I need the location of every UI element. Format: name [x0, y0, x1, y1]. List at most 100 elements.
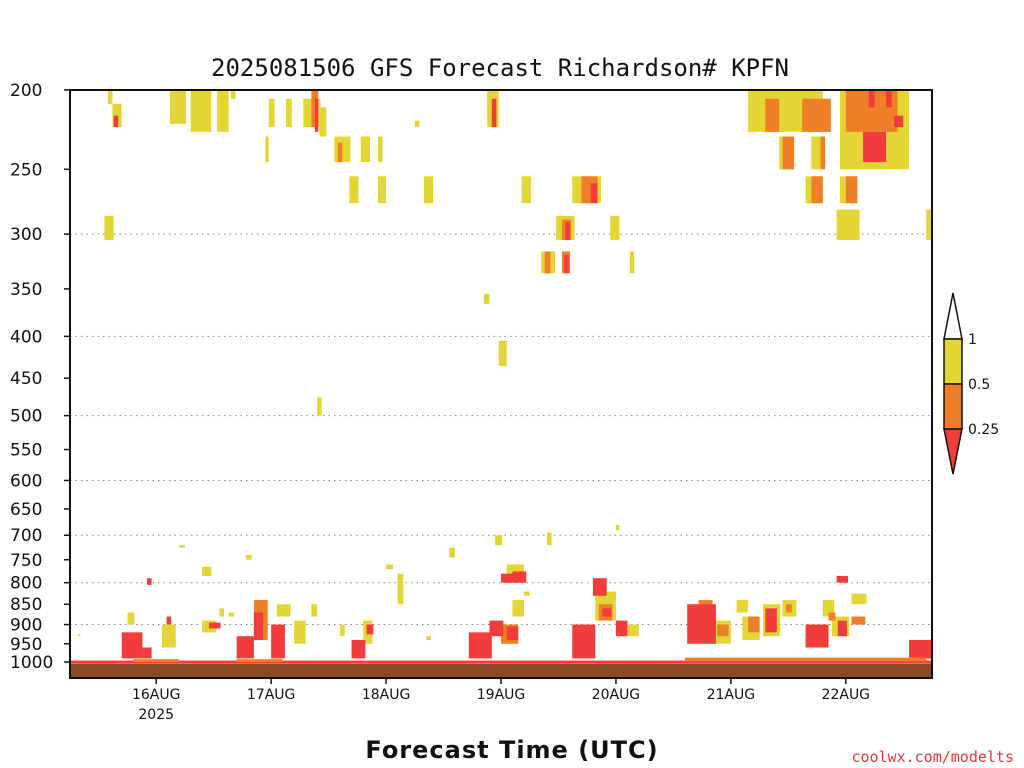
y-tick-label: 250: [10, 160, 42, 180]
x-tick-label: 21AUG: [707, 687, 756, 703]
y-tick-label: 850: [10, 595, 42, 615]
ri-patch: [546, 532, 552, 546]
ri-patch: [811, 176, 823, 204]
colorbar-bottom-cap: [943, 428, 963, 475]
ri-patch: [822, 600, 835, 617]
ri-patch: [491, 98, 497, 128]
ri-patch: [209, 622, 221, 629]
ri-patch: [828, 612, 836, 621]
ri-patch: [802, 98, 831, 132]
ri-patch: [837, 620, 847, 637]
y-tick-label: 800: [10, 574, 42, 594]
ri-patch: [334, 136, 351, 163]
ri-patch: [602, 608, 612, 617]
y-tick-label: 600: [10, 471, 42, 491]
ri-patch: [340, 624, 345, 637]
ri-patch: [202, 566, 212, 576]
ri-patch: [565, 222, 570, 240]
ri-patch: [366, 624, 374, 635]
ri-patch: [506, 626, 519, 641]
y-tick-label: 450: [10, 369, 42, 389]
ri-patch: [276, 604, 291, 617]
colorbar-band: [943, 338, 963, 385]
ri-patch: [786, 604, 792, 613]
y-tick-label: 700: [10, 526, 42, 546]
y-tick-label: 500: [10, 407, 42, 427]
ri-patch: [564, 254, 569, 274]
ri-patch: [615, 524, 620, 531]
ri-patch: [78, 634, 81, 637]
colorbar-label: 0.25: [968, 422, 999, 438]
plot-frame: [69, 89, 933, 679]
colorbar-label: 0.5: [968, 377, 990, 393]
ri-patch: [495, 535, 503, 546]
ri-patch: [782, 136, 795, 170]
ri-patch: [592, 578, 607, 596]
ri-patch: [351, 640, 366, 659]
ri-patch: [319, 107, 327, 137]
ri-patch: [820, 136, 826, 170]
y-tick-label: 950: [10, 635, 42, 655]
ri-patch: [449, 547, 456, 558]
ri-patch: [836, 209, 860, 240]
ri-patch: [629, 251, 635, 274]
ri-patch: [851, 616, 866, 625]
ri-patch: [886, 90, 892, 108]
ri-patch: [104, 215, 114, 240]
x-tick-sublabel: 2025: [138, 707, 174, 723]
ri-patch: [426, 636, 431, 641]
x-axis: 16AUG 2025 17AUG 18AUG 19AUG 20AUG 21AUG 22AUG: [132, 678, 870, 723]
ri-patch: [523, 591, 530, 596]
ri-patch: [294, 620, 306, 644]
chart-title: 2025081506 GFS Forecast Richardson# KPFN: [211, 54, 789, 82]
ri-patch: [190, 90, 212, 132]
ri-patch: [228, 612, 235, 617]
x-tick-label: 16AUG: [132, 687, 181, 703]
credit-text[interactable]: coolwx.com/modelts: [851, 748, 1014, 766]
ri-patch: [498, 340, 507, 367]
ri-patch: [179, 545, 185, 548]
ri-patch: [378, 136, 383, 163]
ri-patch: [926, 209, 932, 240]
ground-band: [70, 664, 932, 678]
ri-patch: [253, 612, 264, 641]
ri-patch: [236, 636, 254, 659]
colorbar-label: 1: [968, 332, 977, 348]
ri-patch: [112, 103, 122, 128]
ri-patch: [610, 215, 620, 240]
ri-patch: [236, 659, 283, 662]
ri-patch: [736, 600, 749, 613]
ri-patch: [572, 624, 596, 659]
ri-patch: [286, 98, 292, 128]
x-tick-label: 19AUG: [477, 687, 526, 703]
ri-patch: [349, 176, 359, 204]
ri-patch: [512, 600, 524, 617]
ri-patch: [468, 632, 492, 659]
ri-patch: [311, 90, 319, 128]
ri-patch: [360, 136, 370, 163]
ri-patch: [169, 90, 187, 124]
ri-patch: [836, 575, 849, 583]
ri-patch: [317, 397, 322, 416]
ri-patch: [615, 620, 628, 637]
ri-patch: [113, 115, 119, 128]
ri-patch: [268, 98, 275, 128]
ri-patch: [127, 612, 135, 625]
ri-patch: [386, 564, 393, 570]
ri-patch: [245, 554, 252, 560]
ri-patch: [489, 620, 504, 637]
ri-patch: [483, 293, 490, 304]
y-tick-label: 350: [10, 280, 42, 300]
ri-patch: [70, 660, 932, 664]
ri-patch: [337, 142, 343, 163]
x-tick-label: 22AUG: [822, 687, 871, 703]
ri-patch: [512, 571, 527, 583]
ri-patch: [142, 647, 152, 659]
y-tick-label: 900: [10, 616, 42, 636]
ri-patch: [107, 90, 113, 104]
ri-patch: [501, 573, 513, 583]
ri-patch: [845, 176, 858, 204]
ri-patch: [894, 115, 904, 128]
x-tick-label: 18AUG: [362, 687, 411, 703]
